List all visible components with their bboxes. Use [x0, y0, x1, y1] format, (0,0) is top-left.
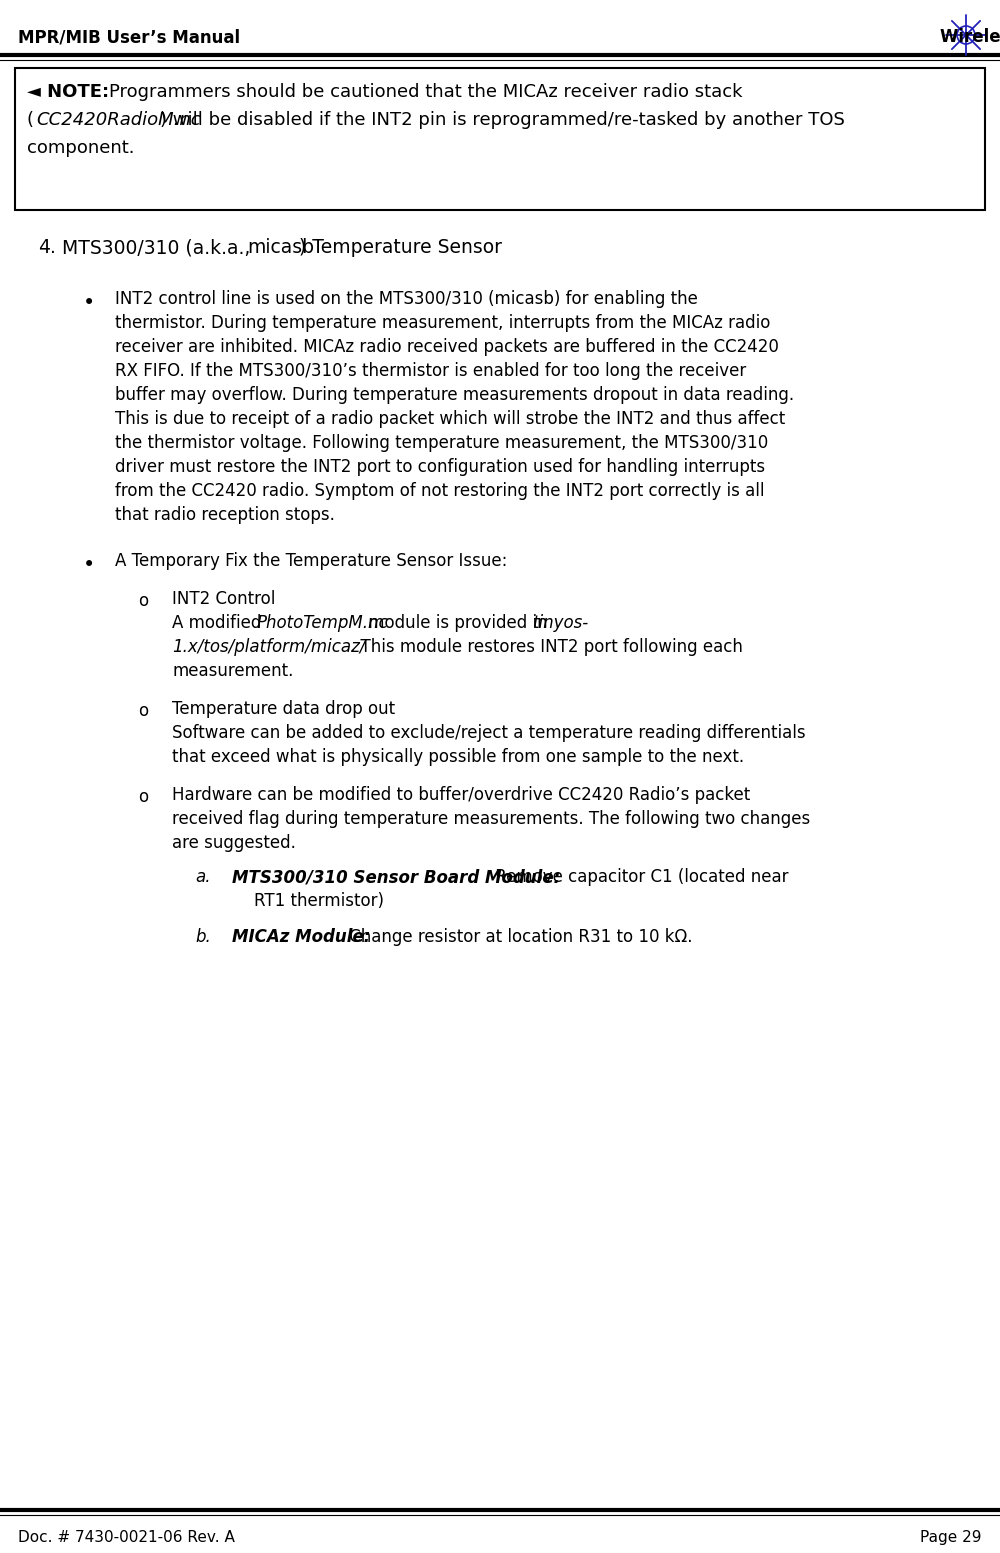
Text: receiver are inhibited. MICAz radio received packets are buffered in the CC2420: receiver are inhibited. MICAz radio rece…	[115, 339, 779, 356]
Text: that exceed what is physically possible from one sample to the next.: that exceed what is physically possible …	[172, 749, 744, 766]
Text: A modified: A modified	[172, 613, 267, 632]
Text: Programmers should be cautioned that the MICAz receiver radio stack: Programmers should be cautioned that the…	[109, 82, 742, 101]
Text: 4.: 4.	[38, 238, 56, 256]
Text: Wireless Sensor Networks: Wireless Sensor Networks	[940, 28, 1000, 47]
Text: micasb: micasb	[247, 238, 314, 256]
Text: RT1 thermistor): RT1 thermistor)	[254, 891, 384, 910]
Text: buffer may overflow. During temperature measurements dropout in data reading.: buffer may overflow. During temperature …	[115, 387, 794, 404]
Text: ) will be disabled if the INT2 pin is reprogrammed/re-tasked by another TOS: ) will be disabled if the INT2 pin is re…	[160, 110, 845, 129]
Text: MICAz Module:: MICAz Module:	[232, 929, 370, 946]
Text: MTS300/310 (a.k.a.,: MTS300/310 (a.k.a.,	[62, 238, 256, 256]
Text: Temperature data drop out: Temperature data drop out	[172, 700, 395, 717]
Text: Software can be added to exclude/reject a temperature reading differentials: Software can be added to exclude/reject …	[172, 724, 806, 742]
Text: that radio reception stops.: that radio reception stops.	[115, 506, 335, 523]
Text: A Temporary Fix the Temperature Sensor Issue:: A Temporary Fix the Temperature Sensor I…	[115, 551, 507, 570]
Text: (: (	[27, 110, 34, 129]
Text: 1.x/tos/platform/micaz/: 1.x/tos/platform/micaz/	[172, 638, 366, 655]
Text: . This module restores INT2 port following each: . This module restores INT2 port followi…	[350, 638, 743, 655]
Text: received flag during temperature measurements. The following two changes: received flag during temperature measure…	[172, 811, 810, 828]
Text: Hardware can be modified to buffer/overdrive CC2420 Radio’s packet: Hardware can be modified to buffer/overd…	[172, 786, 750, 804]
Text: MPR/MIB User’s Manual: MPR/MIB User’s Manual	[18, 28, 240, 47]
FancyBboxPatch shape	[15, 68, 985, 210]
Text: o: o	[138, 592, 148, 610]
Text: INT2 control line is used on the MTS300/310 (micasb) for enabling the: INT2 control line is used on the MTS300/…	[115, 290, 698, 307]
Text: Doc. # 7430-0021-06 Rev. A: Doc. # 7430-0021-06 Rev. A	[18, 1530, 235, 1545]
Text: PhotoTempM.nc: PhotoTempM.nc	[257, 613, 389, 632]
Text: are suggested.: are suggested.	[172, 834, 296, 853]
Text: ) Temperature Sensor: ) Temperature Sensor	[299, 238, 502, 256]
Text: CC2420RadioM.nc: CC2420RadioM.nc	[36, 110, 201, 129]
Text: the thermistor voltage. Following temperature measurement, the MTS300/310: the thermistor voltage. Following temper…	[115, 433, 768, 452]
Text: •: •	[83, 294, 95, 314]
Text: from the CC2420 radio. Symptom of not restoring the INT2 port correctly is all: from the CC2420 radio. Symptom of not re…	[115, 481, 765, 500]
Text: measurement.: measurement.	[172, 662, 293, 680]
Text: b.: b.	[195, 929, 211, 946]
Text: o: o	[138, 702, 148, 721]
Text: thermistor. During temperature measurement, interrupts from the MICAz radio: thermistor. During temperature measureme…	[115, 314, 770, 332]
Text: •: •	[83, 554, 95, 575]
Text: INT2 Control: INT2 Control	[172, 590, 275, 609]
Text: o: o	[138, 787, 148, 806]
Text: ◄ NOTE:: ◄ NOTE:	[27, 82, 109, 101]
Text: driver must restore the INT2 port to configuration used for handling interrupts: driver must restore the INT2 port to con…	[115, 458, 765, 477]
Text: a.: a.	[195, 868, 210, 887]
Text: RX FIFO. If the MTS300/310’s thermistor is enabled for too long the receiver: RX FIFO. If the MTS300/310’s thermistor …	[115, 362, 746, 380]
Text: module is provided in: module is provided in	[363, 613, 553, 632]
Text: Remove capacitor C1 (located near: Remove capacitor C1 (located near	[490, 868, 788, 887]
Text: MTS300/310 Sensor Board Module:: MTS300/310 Sensor Board Module:	[232, 868, 560, 887]
Text: Change resistor at location R31 to 10 kΩ.: Change resistor at location R31 to 10 kΩ…	[344, 929, 692, 946]
Text: component.: component.	[27, 140, 134, 157]
Text: tinyos-: tinyos-	[533, 613, 589, 632]
Text: This is due to receipt of a radio packet which will strobe the INT2 and thus aff: This is due to receipt of a radio packet…	[115, 410, 785, 429]
Text: Page 29: Page 29	[920, 1530, 982, 1545]
